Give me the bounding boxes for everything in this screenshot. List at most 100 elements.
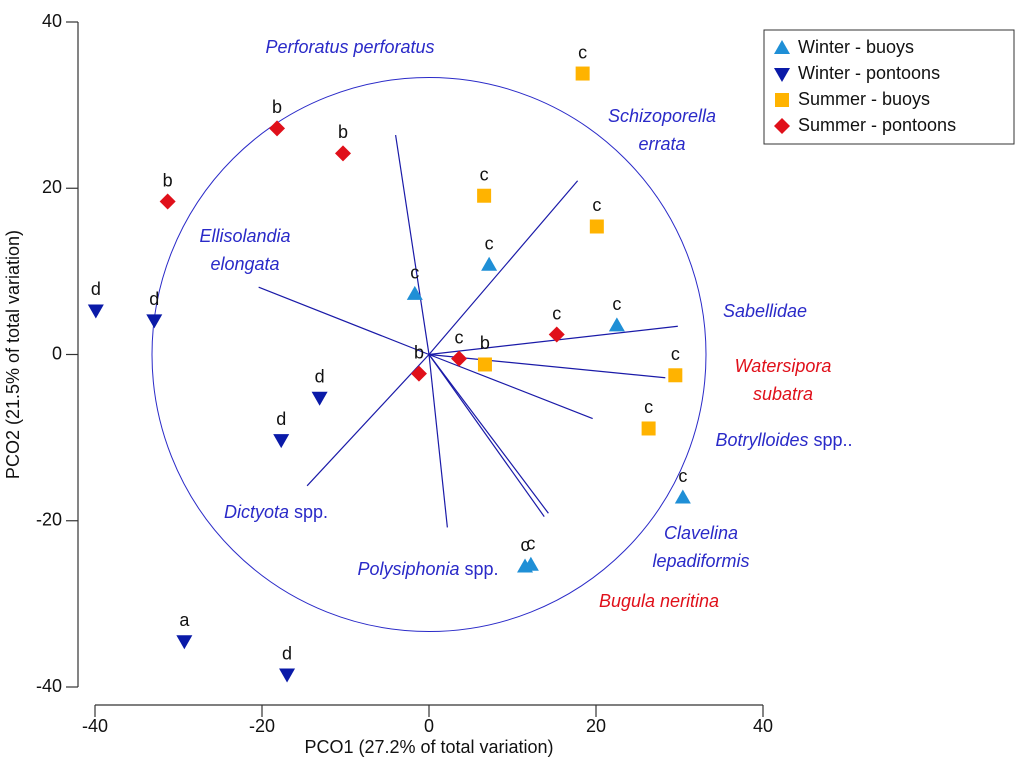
vector-label: elongata bbox=[210, 254, 279, 274]
point bbox=[608, 317, 625, 332]
y-tick-label: -40 bbox=[36, 676, 62, 696]
vector-label-name: Watersipora bbox=[735, 356, 832, 376]
vector-label-name: lepadiformis bbox=[652, 551, 749, 571]
point-label: c bbox=[485, 233, 494, 253]
point bbox=[146, 314, 163, 329]
point-label: c bbox=[455, 327, 464, 347]
point-label: d bbox=[91, 279, 101, 299]
point bbox=[481, 256, 498, 271]
vector bbox=[258, 286, 430, 356]
point bbox=[279, 668, 296, 683]
vector-label-suffix: spp.. bbox=[814, 430, 853, 450]
vector-label-name: subatra bbox=[753, 384, 813, 404]
y-tick-label: 0 bbox=[52, 343, 62, 363]
x-tick-label: -40 bbox=[82, 716, 108, 736]
point bbox=[522, 556, 539, 571]
point-label: d bbox=[149, 289, 159, 309]
legend-label: Summer - pontoons bbox=[798, 115, 956, 135]
legend-marker bbox=[774, 68, 790, 82]
legend-label: Winter - buoys bbox=[798, 37, 914, 57]
point bbox=[87, 304, 104, 319]
vector-label-name: Ellisolandia bbox=[199, 226, 290, 246]
point bbox=[159, 193, 176, 210]
point-label: b bbox=[414, 342, 424, 362]
y-tick-label: 40 bbox=[42, 11, 62, 31]
point bbox=[641, 421, 656, 436]
point-label: c bbox=[410, 263, 419, 283]
point bbox=[311, 391, 328, 406]
legend-label: Winter - pontoons bbox=[798, 63, 940, 83]
point-label: b bbox=[480, 333, 490, 353]
point bbox=[477, 188, 492, 203]
vector-label-name: Botrylloides bbox=[715, 430, 808, 450]
point bbox=[548, 326, 565, 343]
correlation-circle bbox=[151, 77, 707, 632]
vector bbox=[395, 134, 430, 355]
vector-label: Polysiphonia spp. bbox=[357, 559, 498, 579]
vector-label: errata bbox=[638, 134, 685, 154]
y-axis-label: PCO2 (21.5% of total variation) bbox=[3, 230, 23, 479]
legend-marker bbox=[775, 93, 789, 107]
vector-label: Clavelina bbox=[664, 523, 738, 543]
vector bbox=[428, 354, 549, 514]
point bbox=[477, 357, 492, 372]
point-label: c bbox=[644, 397, 653, 417]
x-tick-label: 20 bbox=[586, 716, 606, 736]
point bbox=[674, 489, 691, 504]
vector bbox=[428, 180, 579, 355]
y-tick-label: -20 bbox=[36, 510, 62, 530]
vector-label: Perforatus perforatus bbox=[265, 37, 434, 57]
vector bbox=[428, 353, 593, 420]
point-label: b bbox=[163, 170, 173, 190]
legend-box bbox=[763, 29, 1015, 145]
point-label: c bbox=[592, 195, 601, 215]
x-axis-label: PCO1 (27.2% of total variation) bbox=[304, 737, 553, 757]
point bbox=[575, 66, 590, 81]
point-label: c bbox=[671, 344, 680, 364]
vector-label-name: elongata bbox=[210, 254, 279, 274]
point bbox=[269, 120, 286, 137]
vector-label-name: Sabellidae bbox=[723, 301, 807, 321]
vector-label-name: Perforatus perforatus bbox=[265, 37, 434, 57]
point-label: d bbox=[315, 366, 325, 386]
point-label: d bbox=[276, 409, 286, 429]
point bbox=[273, 434, 290, 449]
vector-label-name: Clavelina bbox=[664, 523, 738, 543]
point-label: c bbox=[526, 534, 535, 554]
point bbox=[451, 350, 468, 367]
point-label: c bbox=[678, 466, 687, 486]
x-tick-label: 0 bbox=[424, 716, 434, 736]
point bbox=[176, 635, 193, 650]
point-label: c bbox=[521, 535, 530, 555]
vector-label-suffix: spp. bbox=[465, 559, 499, 579]
legend-label: Summer - buoys bbox=[798, 89, 930, 109]
vector bbox=[428, 353, 666, 379]
legend-marker bbox=[774, 40, 790, 54]
point-label: c bbox=[612, 294, 621, 314]
vector-label-name: Polysiphonia bbox=[357, 559, 459, 579]
point-label: c bbox=[480, 164, 489, 184]
point-label: c bbox=[552, 303, 561, 323]
x-tick-label: 40 bbox=[753, 716, 773, 736]
vector-label: Schizoporella bbox=[608, 106, 716, 126]
vector-label: Botrylloides spp.. bbox=[715, 430, 852, 450]
legend-marker bbox=[774, 118, 790, 134]
vector-label-name: Bugula neritina bbox=[599, 591, 719, 611]
vector-label: Ellisolandia bbox=[199, 226, 290, 246]
y-tick-label: 20 bbox=[42, 177, 62, 197]
point-label: a bbox=[179, 610, 190, 630]
point bbox=[589, 219, 604, 234]
point-label: b bbox=[338, 122, 348, 142]
vector-label: Watersipora bbox=[735, 356, 832, 376]
vector-label-name: Dictyota bbox=[224, 502, 289, 522]
vector bbox=[306, 354, 430, 487]
point bbox=[334, 145, 351, 162]
vector bbox=[428, 354, 448, 528]
point-label: d bbox=[282, 643, 292, 663]
point bbox=[410, 365, 427, 382]
point bbox=[668, 368, 683, 383]
vector-label: Dictyota spp. bbox=[224, 502, 328, 522]
vector-label-suffix: spp. bbox=[294, 502, 328, 522]
vector-label-name: Schizoporella bbox=[608, 106, 716, 126]
